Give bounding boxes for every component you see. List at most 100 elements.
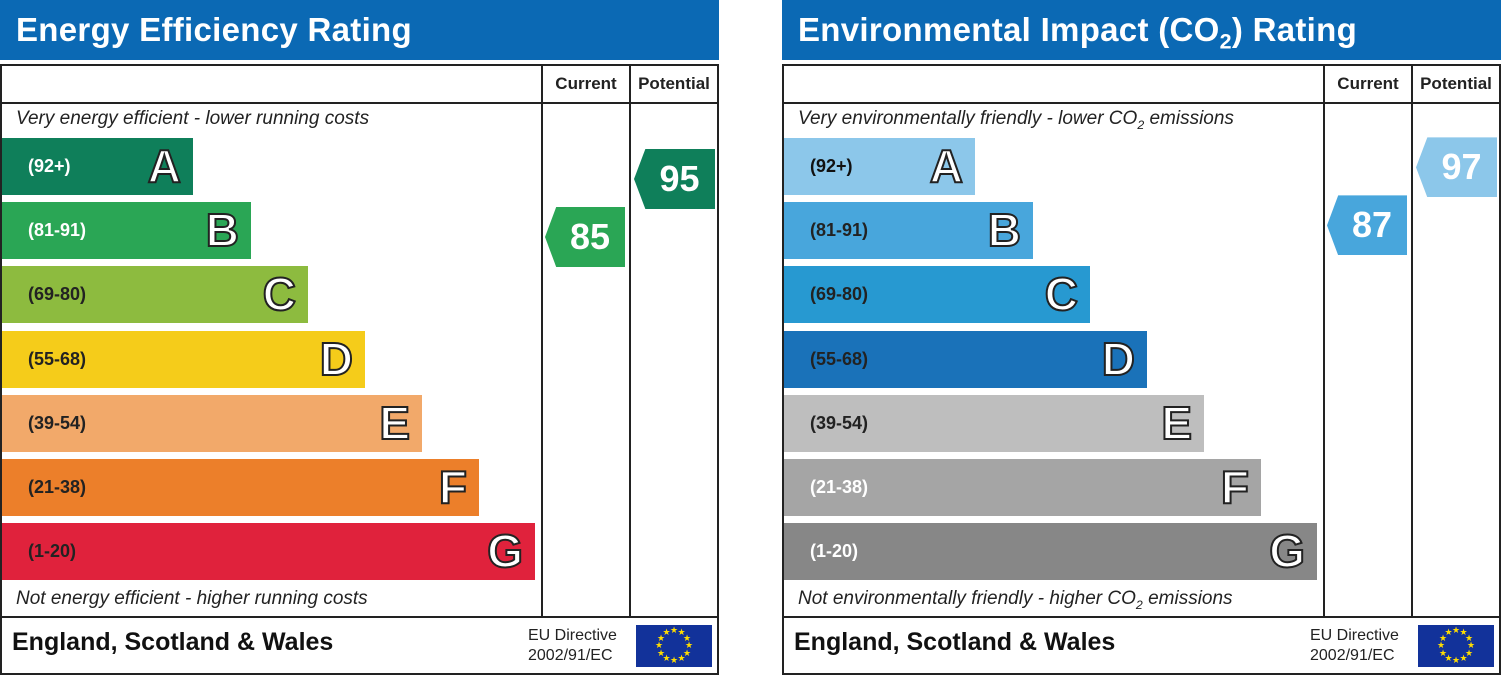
column-divider — [541, 64, 543, 617]
band-range: (39-54) — [28, 413, 87, 433]
chart-frame — [782, 64, 1501, 675]
column-divider — [1323, 64, 1325, 617]
star-icon: ★ — [657, 647, 666, 658]
eu-directive: EU Directive 2002/91/EC — [1310, 626, 1399, 666]
band-bar-b: (81-91) B — [2, 202, 251, 259]
top-note: Very environmentally friendly - lower CO… — [798, 108, 1234, 132]
band-letter: B — [205, 203, 240, 257]
band-bar-e: (39-54) E — [784, 395, 1204, 452]
chart-title: Energy Efficiency Rating — [0, 0, 719, 60]
region-label: England, Scotland & Wales — [794, 628, 1116, 656]
band-letter: F — [1220, 460, 1250, 514]
star-icon: ★ — [1459, 652, 1468, 663]
band-range: (39-54) — [810, 413, 869, 433]
band-bar-e: (39-54) E — [2, 395, 422, 452]
band-range: (55-68) — [810, 349, 869, 369]
potential-rating-arrow: 95 — [634, 149, 715, 209]
eu-directive-number: 2002/91/EC — [528, 647, 613, 664]
star-icon: ★ — [1439, 647, 1448, 658]
column-divider — [629, 64, 631, 617]
star-icon: ★ — [685, 640, 694, 650]
eu-flag-icon: ★ ★ ★ ★ ★ ★ ★ ★ ★ ★ ★ ★ — [636, 625, 712, 667]
star-icon: ★ — [1464, 632, 1474, 643]
top-note: Very energy efficient - lower running co… — [16, 108, 370, 129]
band-letter: C — [262, 267, 297, 321]
bottom-note: Not energy efficient - higher running co… — [16, 588, 368, 609]
star-icon: ★ — [662, 652, 671, 663]
band-letter: D — [319, 332, 354, 386]
chart-title: Environmental Impact (CO2) Rating — [782, 0, 1501, 60]
band-range: (69-80) — [810, 284, 869, 304]
star-icon: ★ — [1444, 627, 1453, 637]
band-range: (69-80) — [28, 284, 87, 304]
footer-divider — [0, 616, 719, 618]
band-range: (21-38) — [28, 477, 87, 497]
bottom-note: Not environmentally friendly - higher CO… — [798, 588, 1233, 612]
environmental-impact-panel: Environmental Impact (CO2) Rating Current… — [782, 0, 1501, 675]
star-icon: ★ — [1437, 640, 1446, 650]
eu-flag-icon: ★ ★ ★ ★ ★ ★ ★ ★ ★ ★ ★ ★ — [1418, 625, 1494, 667]
band-range: (1-20) — [28, 541, 77, 561]
header-divider — [782, 102, 1501, 104]
band-letter: C — [1044, 267, 1079, 321]
star-icon: ★ — [670, 625, 679, 635]
star-icon: ★ — [1444, 652, 1453, 663]
band-letter: B — [987, 203, 1022, 257]
band-range: (1-20) — [810, 541, 859, 561]
energy-efficiency-panel: Energy Efficiency Rating Current Potential… — [0, 0, 719, 675]
star-icon: ★ — [1459, 627, 1468, 637]
band-range: (92+) — [28, 156, 71, 176]
footer-divider — [782, 616, 1501, 618]
band-bar-g: (1-20) G — [2, 523, 535, 580]
star-icon: ★ — [655, 640, 664, 650]
current-rating-arrow: 87 — [1327, 195, 1407, 256]
column-header-current: Current — [555, 74, 617, 93]
star-icon: ★ — [1467, 640, 1476, 650]
band-bar-a: (92+) A — [784, 138, 975, 195]
band-letter: A — [929, 139, 964, 193]
current-rating-arrow: 85 — [545, 207, 625, 267]
star-icon: ★ — [1452, 625, 1461, 635]
star-icon: ★ — [682, 647, 692, 658]
header-divider — [0, 102, 719, 104]
column-header-potential: Potential — [638, 74, 710, 93]
band-letter: G — [1268, 524, 1306, 578]
column-divider — [1411, 64, 1413, 617]
star-icon: ★ — [657, 632, 666, 643]
column-header-potential: Potential — [1420, 74, 1492, 93]
region-label: England, Scotland & Wales — [12, 628, 334, 656]
star-icon: ★ — [1464, 647, 1474, 658]
star-icon: ★ — [677, 627, 686, 637]
band-letter: F — [438, 460, 468, 514]
band-bar-d: (55-68) D — [784, 331, 1147, 388]
star-icon: ★ — [682, 632, 692, 643]
band-letter: A — [147, 139, 182, 193]
band-letter: D — [1101, 332, 1136, 386]
star-icon: ★ — [1439, 632, 1448, 643]
band-bar-c: (69-80) C — [784, 266, 1090, 323]
eu-directive-number: 2002/91/EC — [1310, 647, 1395, 664]
band-bar-g: (1-20) G — [784, 523, 1317, 580]
band-bar-f: (21-38) F — [784, 459, 1261, 516]
eu-directive: EU Directive 2002/91/EC — [528, 626, 617, 666]
eu-directive-line: EU Directive — [528, 627, 617, 644]
band-letter: E — [1160, 396, 1193, 450]
band-letter: G — [486, 524, 524, 578]
band-letter: E — [378, 396, 411, 450]
band-range: (81-91) — [28, 220, 87, 240]
band-range: (81-91) — [810, 220, 869, 240]
band-range: (21-38) — [810, 477, 869, 497]
chart-frame — [0, 64, 719, 675]
star-icon: ★ — [670, 655, 679, 665]
star-icon: ★ — [1452, 655, 1461, 665]
column-header-current: Current — [1337, 74, 1399, 93]
band-bar-d: (55-68) D — [2, 331, 365, 388]
band-bar-b: (81-91) B — [784, 202, 1033, 259]
eu-directive-line: EU Directive — [1310, 627, 1399, 644]
band-bar-c: (69-80) C — [2, 266, 308, 323]
star-icon: ★ — [662, 627, 671, 637]
star-icon: ★ — [677, 652, 686, 663]
band-range: (55-68) — [28, 349, 87, 369]
potential-rating-arrow: 97 — [1416, 137, 1497, 198]
band-range: (92+) — [810, 156, 853, 176]
